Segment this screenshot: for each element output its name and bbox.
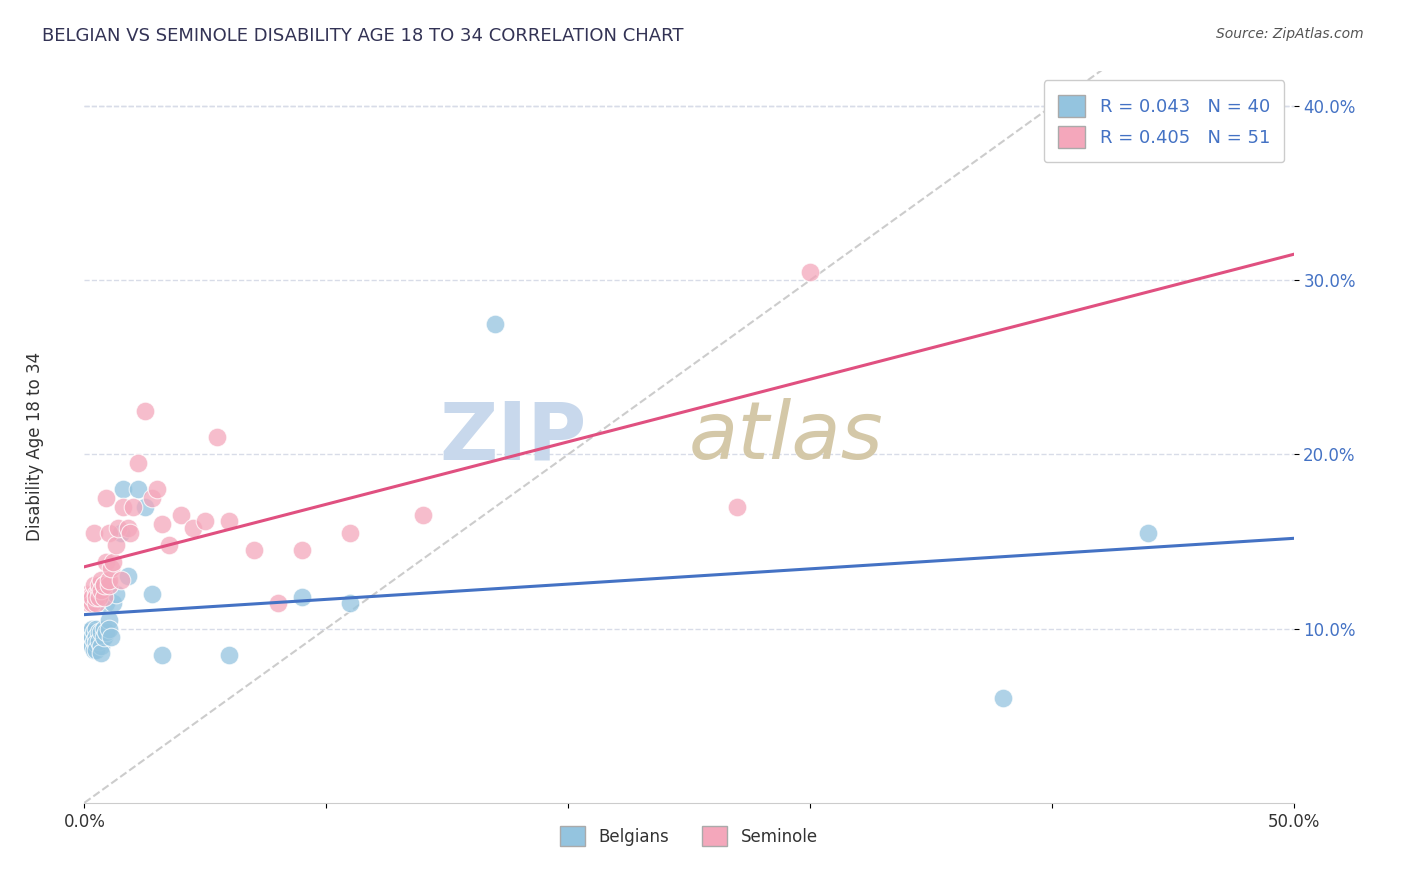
Point <box>110 525 132 540</box>
Point <box>170 508 193 523</box>
Point <box>150 517 173 532</box>
Point <box>77 631 100 645</box>
Point <box>412 508 434 523</box>
Point <box>799 265 821 279</box>
Point <box>86 622 108 636</box>
Point <box>120 525 142 540</box>
Point <box>207 430 229 444</box>
Point <box>90 639 112 653</box>
Point <box>993 691 1015 706</box>
Point <box>87 591 110 605</box>
Point <box>218 514 240 528</box>
Point <box>1137 525 1160 540</box>
Point <box>93 622 115 636</box>
Point <box>339 595 361 609</box>
Point <box>86 642 108 657</box>
Point <box>83 642 105 657</box>
Point <box>90 583 112 598</box>
Point <box>157 538 180 552</box>
Point <box>80 639 103 653</box>
Point <box>94 491 117 505</box>
Point <box>83 625 105 640</box>
Point <box>80 631 103 645</box>
Point <box>117 569 139 583</box>
Point <box>242 543 264 558</box>
Point <box>80 591 103 605</box>
Point <box>83 633 105 648</box>
Text: ZIP: ZIP <box>439 398 586 476</box>
Point <box>194 514 217 528</box>
Point <box>86 591 108 605</box>
Point <box>93 578 115 592</box>
Point <box>87 633 110 648</box>
Point <box>86 635 108 649</box>
Point <box>103 556 125 570</box>
Point <box>90 646 112 660</box>
Point <box>100 631 122 645</box>
Point <box>725 500 748 514</box>
Point <box>94 625 117 640</box>
Point <box>97 622 120 636</box>
Point <box>86 595 108 609</box>
Point <box>141 587 163 601</box>
Point <box>107 521 129 535</box>
Point <box>93 631 115 645</box>
Point <box>291 591 314 605</box>
Point <box>97 613 120 627</box>
Point <box>94 556 117 570</box>
Point <box>76 625 98 640</box>
Point <box>80 622 103 636</box>
Point <box>76 587 98 601</box>
Point <box>121 500 143 514</box>
Point <box>134 404 156 418</box>
Point <box>104 587 127 601</box>
Point <box>90 625 112 640</box>
Point <box>339 525 361 540</box>
Point <box>77 595 100 609</box>
Point <box>103 595 125 609</box>
Point <box>181 521 204 535</box>
Point <box>150 648 173 662</box>
Point <box>80 595 103 609</box>
Point <box>86 631 108 645</box>
Point <box>87 578 110 592</box>
Point <box>110 573 132 587</box>
Point <box>127 483 149 497</box>
Point <box>97 573 120 587</box>
Text: atlas: atlas <box>689 398 883 476</box>
Point <box>146 483 169 497</box>
Point <box>90 573 112 587</box>
Point <box>291 543 314 558</box>
Text: Source: ZipAtlas.com: Source: ZipAtlas.com <box>1216 27 1364 41</box>
Point <box>87 583 110 598</box>
Point <box>87 625 110 640</box>
Point <box>80 587 103 601</box>
Text: BELGIAN VS SEMINOLE DISABILITY AGE 18 TO 34 CORRELATION CHART: BELGIAN VS SEMINOLE DISABILITY AGE 18 TO… <box>42 27 683 45</box>
Point <box>77 591 100 605</box>
Point <box>83 578 105 592</box>
Point <box>134 500 156 514</box>
Point <box>127 456 149 470</box>
Point <box>104 538 127 552</box>
Legend: Belgians, Seminole: Belgians, Seminole <box>554 820 824 853</box>
Point <box>141 491 163 505</box>
Point <box>267 595 290 609</box>
Point <box>117 521 139 535</box>
Point <box>83 525 105 540</box>
Point <box>94 595 117 609</box>
Point <box>86 587 108 601</box>
Point <box>97 578 120 592</box>
Point <box>484 317 506 331</box>
Point <box>218 648 240 662</box>
Point <box>112 483 135 497</box>
Point <box>97 525 120 540</box>
Point <box>112 500 135 514</box>
Point <box>77 635 100 649</box>
Text: Disability Age 18 to 34: Disability Age 18 to 34 <box>27 351 44 541</box>
Point <box>100 560 122 574</box>
Point <box>93 591 115 605</box>
Point <box>93 578 115 592</box>
